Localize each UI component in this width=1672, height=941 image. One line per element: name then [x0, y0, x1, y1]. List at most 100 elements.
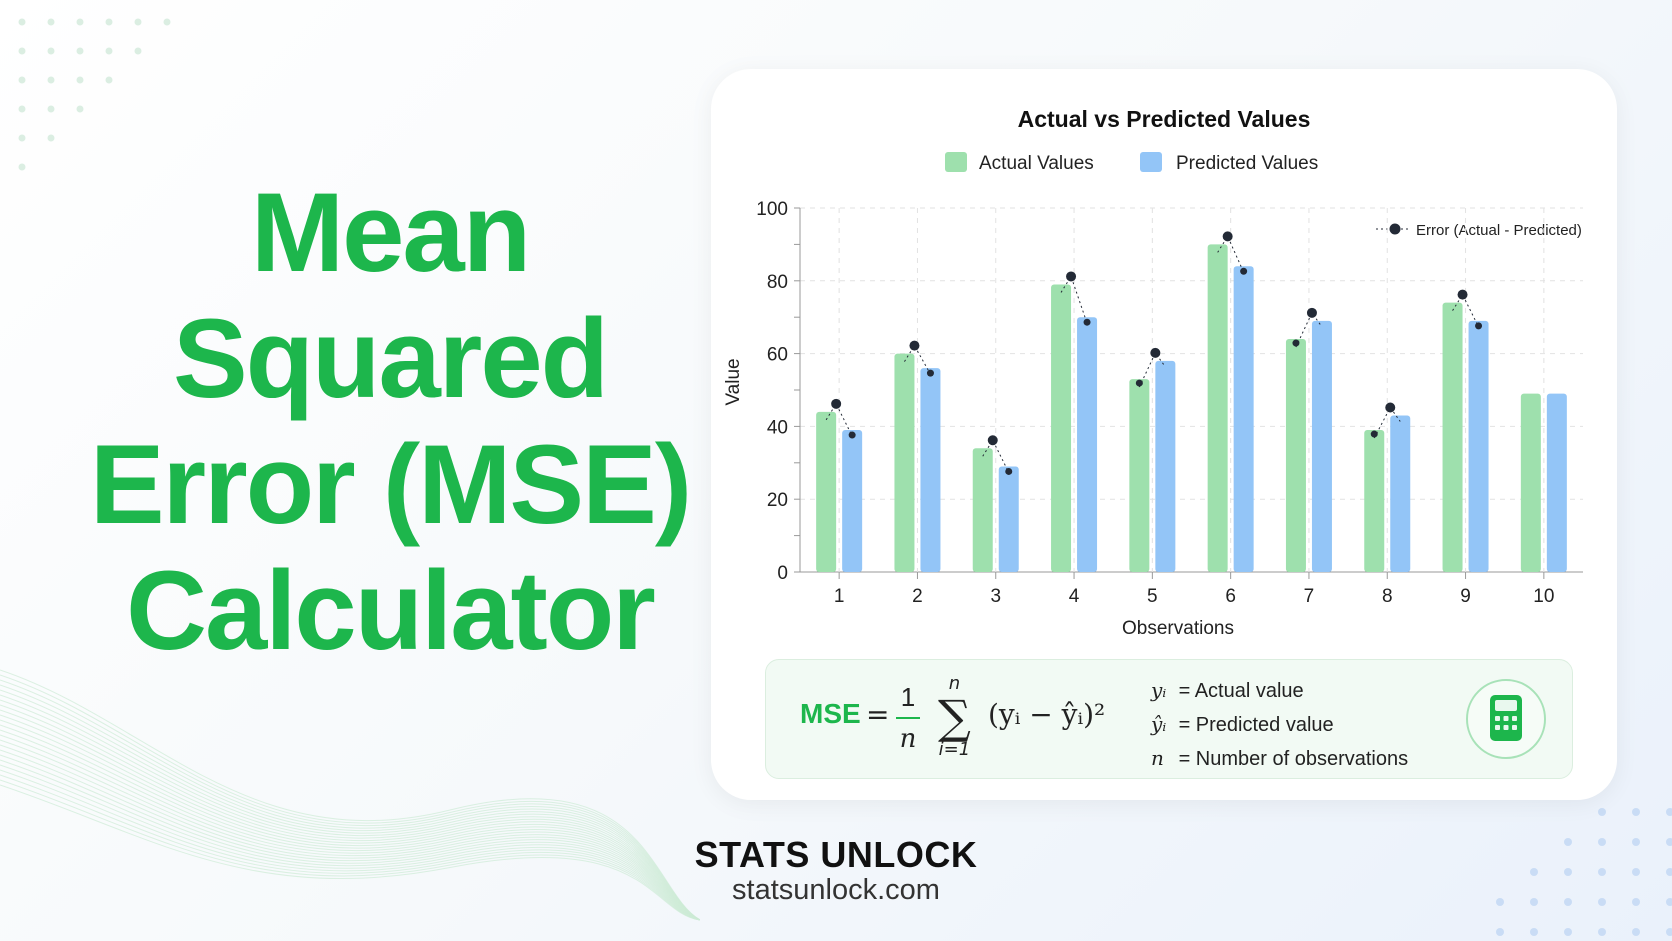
x-tick-label: 2	[912, 586, 923, 607]
bar-predicted	[1468, 320, 1489, 572]
title-line: Error (MSE)	[89, 422, 692, 547]
y-tick-label: 40	[767, 417, 788, 438]
decor-wave	[0, 769, 700, 921]
mse-formula-box: MSE = 1 n n ∑ i=1 (yᵢ − ŷᵢ)² yᵢ = Actual…	[765, 659, 1573, 779]
x-tick-label: 1	[834, 586, 845, 607]
error-line	[825, 402, 853, 437]
error-marker	[1240, 267, 1248, 275]
error-marker	[1306, 307, 1317, 318]
error-line	[1060, 275, 1088, 324]
x-tick-label: 7	[1304, 586, 1315, 607]
legend-swatch-actual	[945, 152, 967, 172]
legend-label-actual: Actual Values	[979, 153, 1094, 174]
decor-wave	[0, 749, 700, 921]
brand-name: STATS UNLOCK	[694, 834, 978, 875]
decor-wave	[0, 754, 700, 921]
decor-wave	[0, 759, 700, 921]
decor-dot	[1666, 868, 1672, 876]
error-line	[1452, 293, 1479, 328]
decor-wave	[0, 714, 700, 921]
bar-actual	[1364, 430, 1385, 572]
decorative-wave-lines	[0, 669, 700, 921]
bar-actual	[816, 411, 837, 572]
error-legend-marker	[1389, 223, 1401, 235]
error-marker	[1066, 271, 1077, 282]
decor-dot	[105, 18, 113, 26]
decor-wave	[0, 739, 700, 921]
x-tick-label: 5	[1147, 586, 1158, 607]
title-line: Mean	[250, 170, 531, 295]
decor-dot	[1632, 808, 1640, 816]
bar-chart: Actual vs Predicted Values Actual Values…	[723, 106, 1583, 639]
decor-wave	[0, 704, 700, 921]
bar-predicted	[1233, 266, 1254, 572]
sum-upper: n	[948, 673, 961, 694]
decor-wave	[0, 669, 700, 921]
decorative-dot-grid	[18, 18, 171, 171]
definition-item: yᵢ = Actual value	[1151, 678, 1304, 702]
decor-dot	[18, 163, 26, 171]
decor-dot	[1666, 898, 1672, 906]
decor-dot	[1666, 838, 1672, 846]
decor-dot	[18, 47, 26, 55]
decor-dot	[1564, 868, 1572, 876]
formula-fraction: 1 n	[896, 682, 920, 754]
definition-item: ŷᵢ = Predicted value	[1151, 712, 1334, 736]
error-marker	[1222, 231, 1233, 242]
y-tick-label: 100	[756, 199, 788, 220]
decor-wave	[0, 744, 700, 921]
decor-dot	[47, 47, 55, 55]
decor-wave	[0, 674, 700, 921]
decor-dot	[1666, 928, 1672, 936]
bar-actual	[1442, 302, 1463, 572]
decor-dot	[76, 105, 84, 113]
error-marker	[909, 340, 920, 351]
formula-lhs: MSE	[800, 698, 861, 729]
decor-dot	[1598, 928, 1606, 936]
y-axis-label: Value	[723, 358, 744, 405]
error-line	[1217, 235, 1245, 273]
error-marker	[926, 369, 934, 377]
error-marker	[1475, 322, 1483, 330]
error-marker	[987, 435, 998, 446]
x-tick-label: 6	[1225, 586, 1236, 607]
bar-predicted	[920, 368, 941, 572]
x-tick-label: 8	[1382, 586, 1393, 607]
error-line	[982, 439, 1010, 473]
error-legend-label: Error (Actual - Predicted)	[1416, 222, 1582, 239]
x-axis-label: Observations	[1122, 618, 1234, 639]
error-marker	[1083, 318, 1091, 326]
bar-actual	[1129, 379, 1150, 572]
x-tick-label: 4	[1069, 586, 1080, 607]
decor-dot	[1632, 868, 1640, 876]
denominator: n	[899, 724, 917, 754]
decor-wave	[0, 734, 700, 921]
decor-dot	[18, 134, 26, 142]
decor-dot	[134, 18, 142, 26]
decor-dot	[1598, 808, 1606, 816]
decor-dot	[1530, 868, 1538, 876]
error-marker	[1385, 402, 1396, 413]
decor-dot	[105, 47, 113, 55]
decor-dot	[163, 18, 171, 26]
y-tick-label: 80	[767, 272, 788, 293]
numerator: 1	[900, 682, 916, 712]
formula-sum: n ∑ i=1	[938, 674, 971, 760]
decor-dot	[1598, 898, 1606, 906]
decor-wave	[0, 764, 700, 921]
decor-dot	[1598, 868, 1606, 876]
error-marker	[1370, 430, 1378, 438]
decor-dot	[1632, 838, 1640, 846]
decor-dot	[1530, 898, 1538, 906]
x-tick-label: 9	[1460, 586, 1471, 607]
decor-wave	[0, 784, 700, 921]
decor-dot	[76, 76, 84, 84]
bar-predicted	[1077, 317, 1098, 572]
decor-wave	[0, 689, 700, 921]
decor-wave	[0, 694, 700, 921]
decor-dot	[1598, 838, 1606, 846]
decor-dot	[1632, 928, 1640, 936]
brand-url[interactable]: statsunlock.com	[732, 874, 940, 906]
decor-dot	[1530, 928, 1538, 936]
title-line: Calculator	[126, 548, 656, 673]
